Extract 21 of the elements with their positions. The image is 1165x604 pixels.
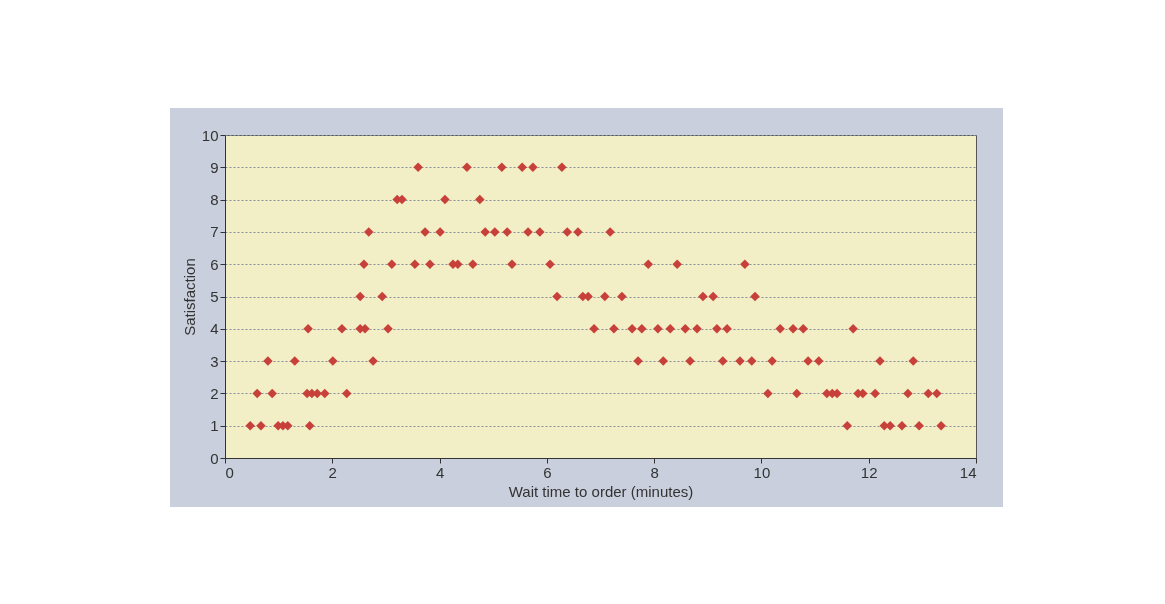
x-tick-label: 0 bbox=[225, 463, 234, 481]
x-tick-label: 10 bbox=[753, 463, 771, 481]
x-tick-label: 4 bbox=[435, 463, 445, 481]
x-tick-label: 12 bbox=[860, 463, 878, 481]
x-tick-label: 8 bbox=[650, 463, 659, 481]
y-tick-label: 0 bbox=[210, 449, 219, 467]
y-tick-label: 8 bbox=[210, 191, 219, 209]
y-tick-label: 1 bbox=[210, 417, 219, 435]
y-tick-label: 2 bbox=[210, 384, 219, 402]
y-tick-label: 10 bbox=[201, 126, 219, 144]
x-tick-label: 2 bbox=[328, 463, 337, 481]
x-tick-label: 14 bbox=[959, 463, 977, 481]
y-tick-label: 9 bbox=[210, 158, 219, 176]
x-axis-title: Wait time to order (minutes) bbox=[508, 482, 694, 500]
y-tick-label: 4 bbox=[210, 320, 219, 338]
y-tick-label: 3 bbox=[210, 352, 219, 370]
y-tick-label: 6 bbox=[210, 255, 219, 273]
y-axis-title: Satisfaction bbox=[180, 258, 198, 336]
x-tick-label: 6 bbox=[543, 463, 552, 481]
y-tick-label: 7 bbox=[210, 223, 219, 241]
y-tick-label: 5 bbox=[210, 288, 219, 305]
